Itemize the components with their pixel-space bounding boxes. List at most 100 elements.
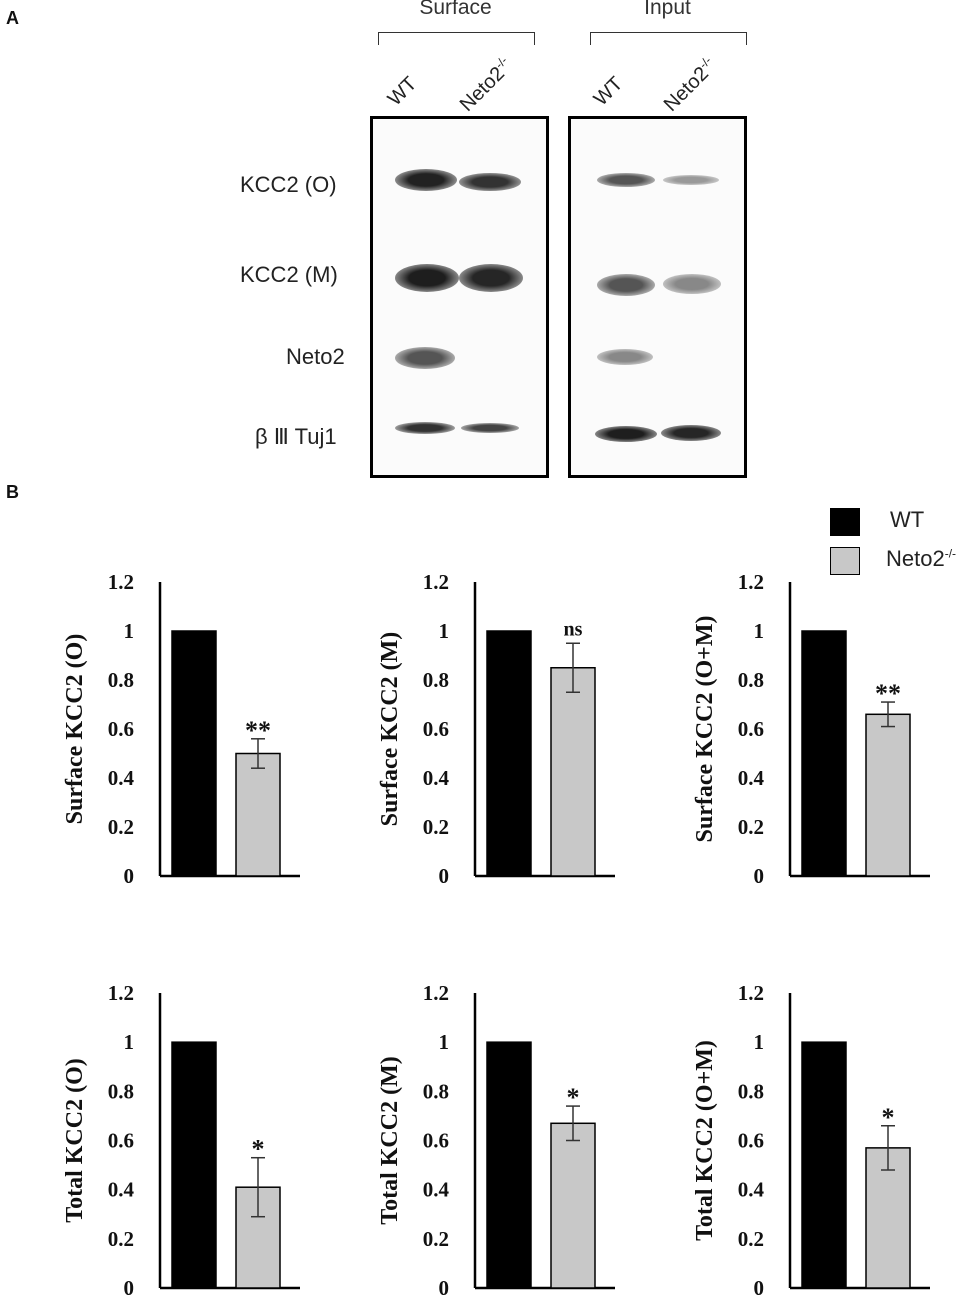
y-axis-label: Surface KCC2 (O+M) (692, 616, 718, 843)
blot-row-kcc2-m: KCC2 (M) (240, 262, 338, 287)
panel-label-a: A (6, 8, 19, 28)
band-surface-neto2-tuj1 (461, 423, 519, 433)
significance-label: ** (875, 679, 901, 708)
chart-surface-om: Surface KCC2 (O+M) 0 0.2 0.4 0.6 0.8 1 1.2 ** (692, 570, 930, 888)
y-tick-label: 1.2 (423, 570, 449, 594)
y-tick-label: 0.8 (108, 668, 134, 692)
y-tick-label: 0.6 (423, 1129, 449, 1153)
blot-row-tuj1: β Ⅲ Tuj1 (255, 424, 337, 449)
y-tick-label: 0.4 (108, 766, 135, 790)
y-tick-label: 0.2 (108, 815, 134, 839)
y-tick-label: 0.6 (423, 717, 449, 741)
band-input-neto2-tuj1 (661, 425, 721, 441)
y-tick-label: 0.2 (423, 1227, 449, 1251)
y-tick-label: 0.2 (108, 1227, 134, 1251)
chart-total-o: Total KCC2 (O) 0 0.2 0.4 0.6 0.8 1 1.2 * (62, 981, 300, 1300)
bar-neto2 (235, 752, 281, 877)
y-tick-label: 1.2 (738, 570, 764, 594)
bracket-input (590, 32, 747, 45)
blot-row-kcc2-o: KCC2 (O) (240, 172, 337, 197)
significance-label: * (882, 1103, 895, 1132)
y-tick-label: 0.6 (108, 717, 134, 741)
lane-label-input-wt: WT (589, 72, 628, 111)
legend-label-neto2: Neto2-/- (886, 546, 957, 571)
panel-label-b: B (6, 482, 19, 502)
y-tick-label: 0.6 (738, 1129, 764, 1153)
legend: WT Neto2-/- (828, 505, 973, 575)
y-axis-label: Total KCC2 (O+M) (692, 1040, 718, 1241)
legend-swatch-neto2 (830, 547, 860, 575)
bar-wt (171, 1041, 217, 1289)
y-tick-label: 0.8 (738, 668, 764, 692)
y-tick-label: 0.8 (423, 668, 449, 692)
y-tick-label: 1 (124, 1030, 135, 1054)
y-tick-label: 0 (439, 1276, 450, 1300)
y-tick-label: 0 (439, 864, 450, 888)
band-input-neto2-kcc2-o (663, 175, 719, 185)
lane-label-input-neto2: Neto2-/- (659, 53, 715, 116)
band-surface-wt-kcc2-o (395, 169, 457, 191)
band-surface-wt-tuj1 (395, 422, 455, 434)
legend-swatch-wt (830, 508, 860, 536)
y-tick-label: 0.8 (108, 1079, 134, 1103)
bar-wt (486, 630, 532, 877)
y-tick-label: 0.8 (738, 1079, 764, 1103)
y-tick-label: 0 (754, 1276, 765, 1300)
significance-label: * (252, 1135, 265, 1164)
y-axis-label: Total KCC2 (M) (377, 1056, 403, 1224)
blot-surface (370, 116, 549, 478)
chart-total-m: Total KCC2 (M) 0 0.2 0.4 0.6 0.8 1 1.2 * (377, 981, 615, 1300)
blot-input (568, 116, 747, 478)
y-tick-label: 0.2 (738, 815, 764, 839)
band-surface-neto2-kcc2-o (459, 173, 521, 191)
band-surface-wt-neto2 (395, 347, 455, 369)
lane-label-surface-neto2: Neto2-/- (455, 53, 511, 116)
y-tick-label: 0.4 (738, 1178, 765, 1202)
y-tick-label: 1.2 (108, 981, 134, 1005)
bar-neto2 (550, 1122, 596, 1289)
chart-surface-m: Surface KCC2 (M) 0 0.2 0.4 0.6 0.8 1 1.2 ns (377, 570, 615, 888)
y-tick-label: 1.2 (108, 570, 134, 594)
band-input-wt-kcc2-m (597, 274, 655, 296)
band-surface-wt-kcc2-m (395, 264, 459, 292)
y-tick-label: 1.2 (423, 981, 449, 1005)
bar-wt (801, 630, 847, 877)
y-tick-label: 0 (124, 864, 135, 888)
bar-wt (801, 1041, 847, 1289)
y-tick-label: 1 (439, 619, 450, 643)
band-input-wt-neto2 (597, 349, 653, 365)
band-input-neto2-kcc2-m (663, 274, 721, 294)
legend-label-wt: WT (890, 507, 925, 532)
y-tick-label: 0.6 (738, 717, 764, 741)
bar-wt (486, 1041, 532, 1289)
lane-label-surface-wt: WT (383, 72, 422, 111)
significance-label: ns (564, 618, 583, 640)
blot-row-neto2: Neto2 (286, 344, 345, 369)
y-tick-label: 1 (439, 1030, 450, 1054)
y-tick-label: 0.2 (423, 815, 449, 839)
bracket-surface (378, 32, 535, 45)
significance-label: ** (245, 716, 271, 745)
y-tick-label: 0.4 (423, 766, 450, 790)
y-tick-label: 1 (124, 619, 135, 643)
y-axis-label: Total KCC2 (O) (62, 1058, 88, 1222)
bar-neto2 (865, 713, 911, 877)
y-tick-label: 0.4 (108, 1178, 135, 1202)
bar-wt (171, 630, 217, 877)
y-tick-label: 1 (754, 619, 765, 643)
group-label-surface: Surface (419, 0, 492, 19)
y-tick-label: 0.2 (738, 1227, 764, 1251)
group-label-input: Input (644, 0, 691, 19)
y-tick-label: 0.4 (738, 766, 765, 790)
y-tick-label: 0.6 (108, 1129, 134, 1153)
y-tick-label: 0 (124, 1276, 135, 1300)
band-surface-neto2-kcc2-m (459, 264, 523, 292)
chart-surface-o: Surface KCC2 (O) 0 0.2 0.4 0.6 0.8 1 1.2 ** (62, 570, 300, 888)
y-tick-label: 0.4 (423, 1178, 450, 1202)
band-input-wt-kcc2-o (597, 173, 655, 187)
y-tick-label: 0 (754, 864, 765, 888)
significance-label: * (567, 1083, 580, 1112)
y-tick-label: 1 (754, 1030, 765, 1054)
bar-neto2 (550, 667, 596, 877)
y-tick-label: 0.8 (423, 1079, 449, 1103)
